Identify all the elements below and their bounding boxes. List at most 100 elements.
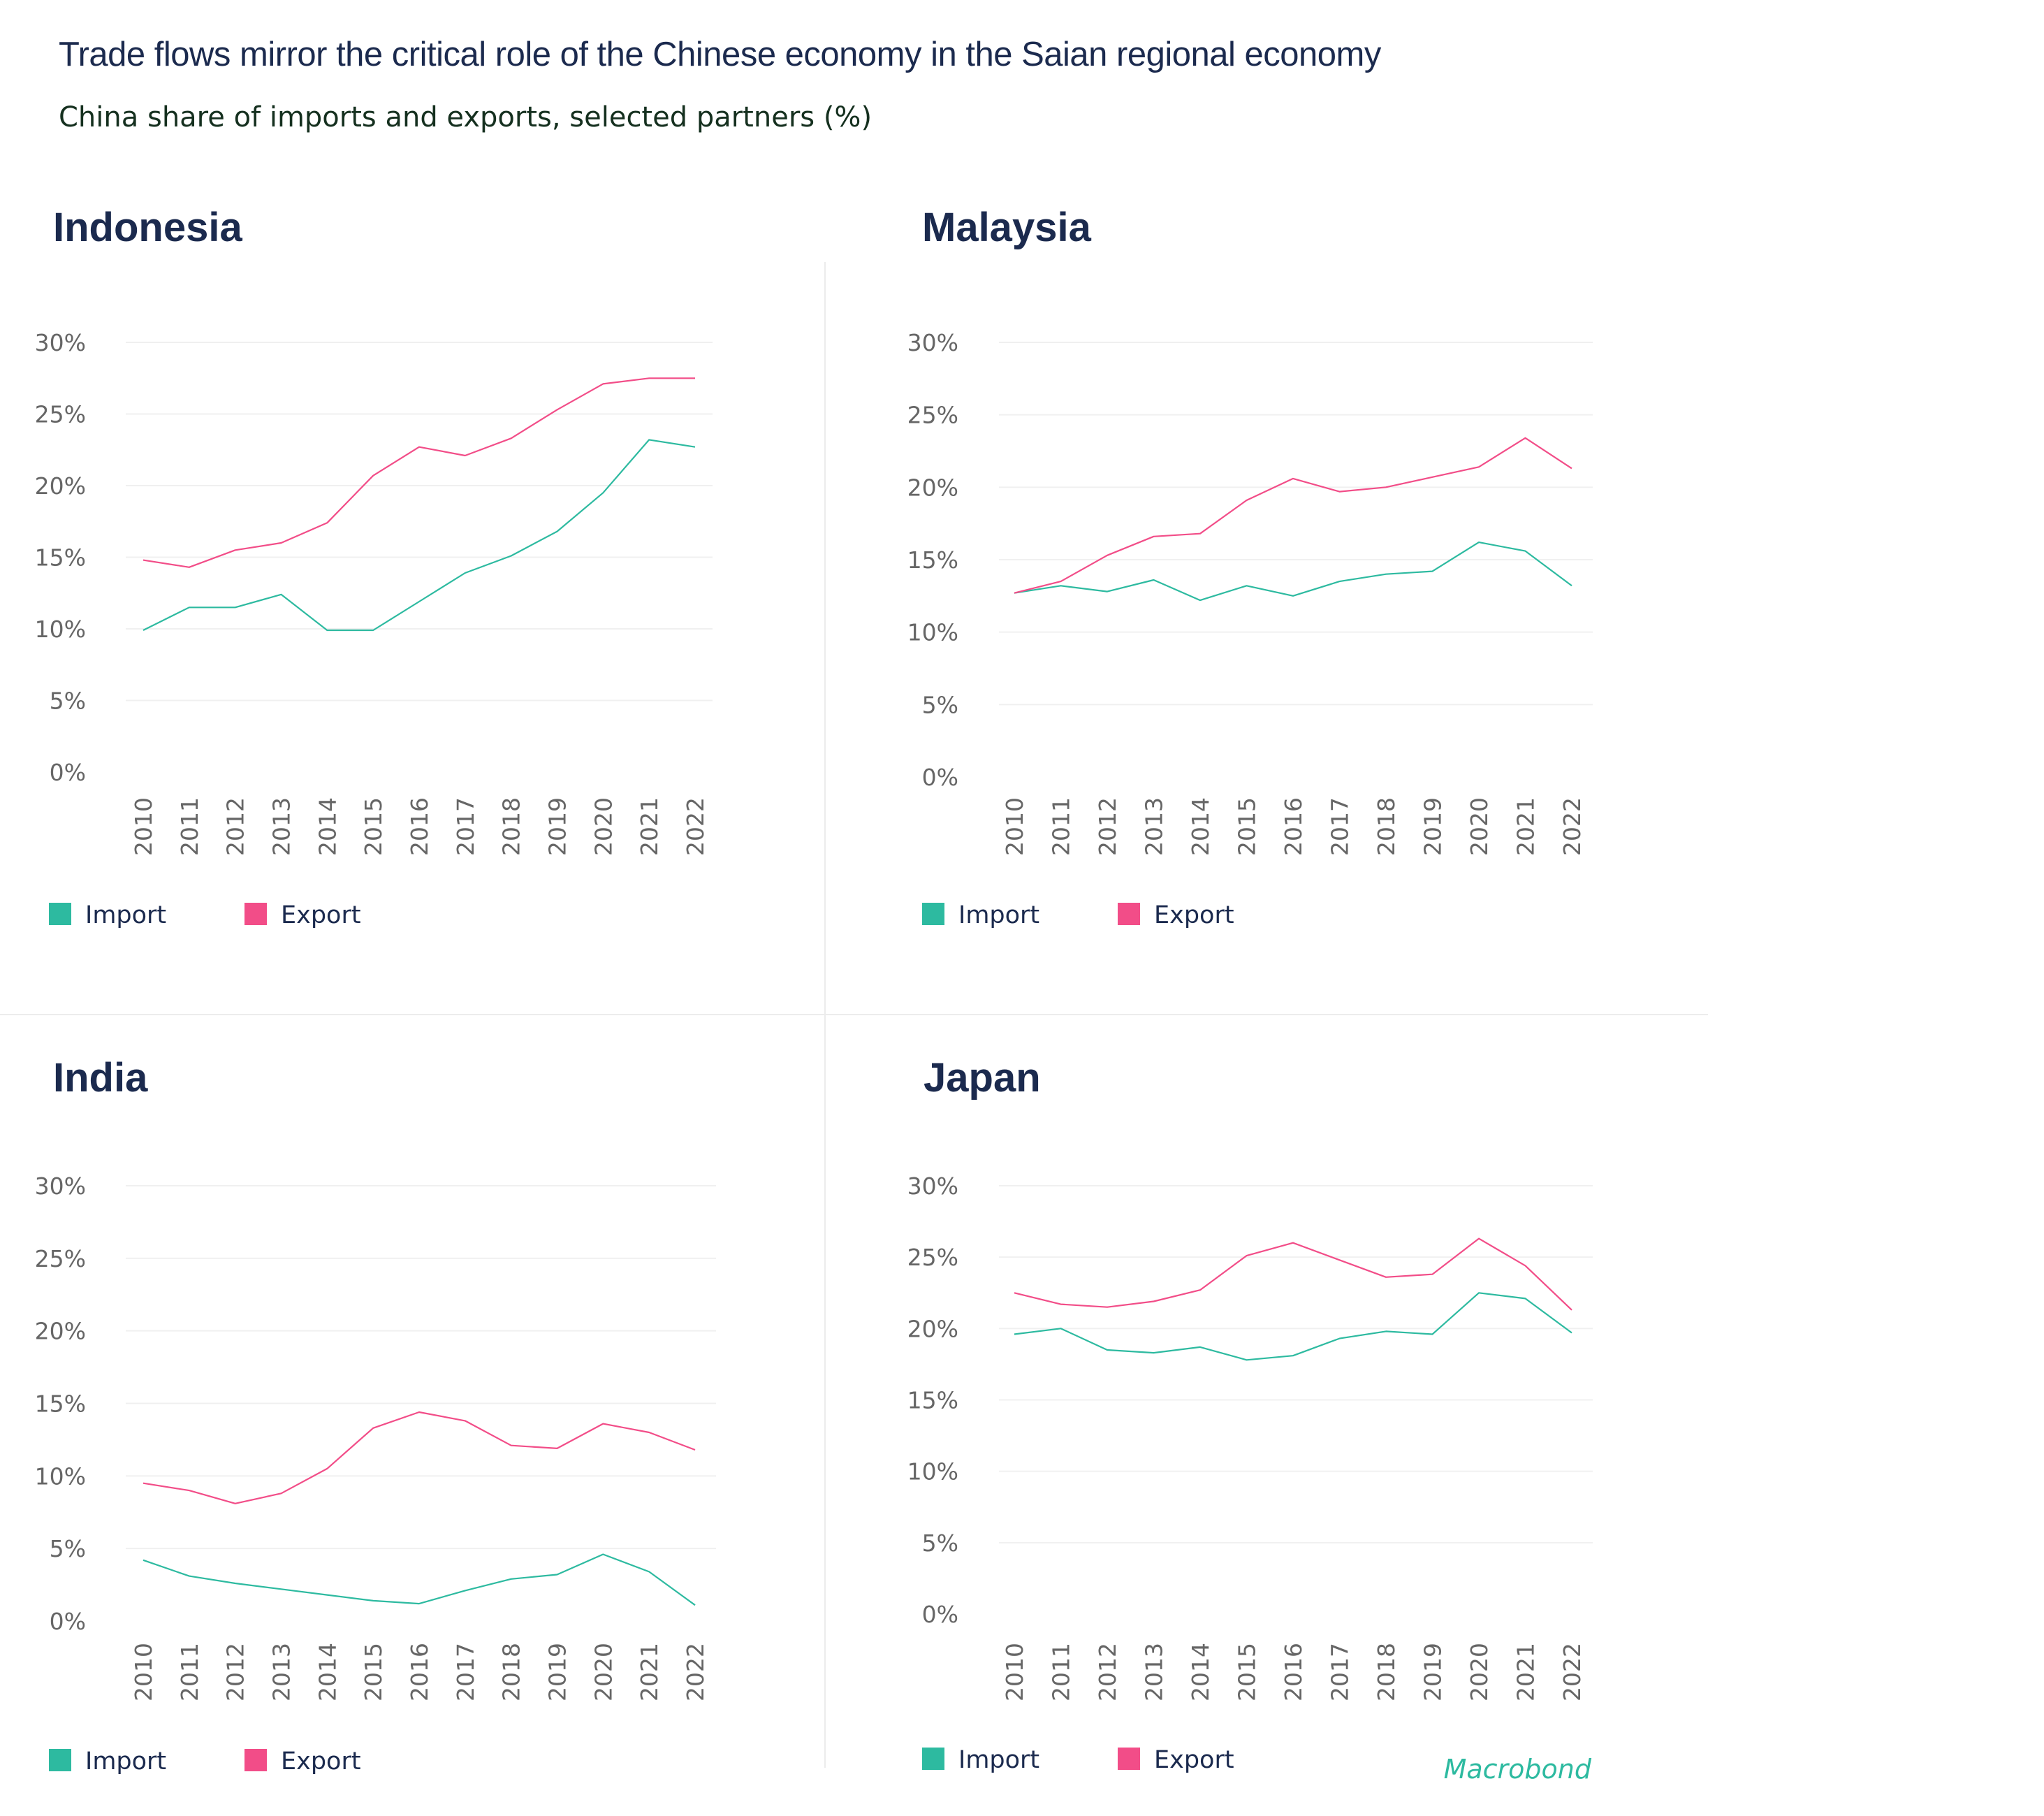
y-tick-label: 15% xyxy=(35,1390,86,1418)
y-tick-label: 25% xyxy=(907,1244,958,1271)
legend-swatch-import xyxy=(49,903,71,925)
y-tick-label: 0% xyxy=(922,1601,958,1628)
y-tick-label: 0% xyxy=(50,759,86,786)
y-tick-label: 15% xyxy=(907,1387,958,1414)
x-tick-label: 2015 xyxy=(360,797,387,856)
x-tick-label: 2014 xyxy=(1187,1643,1214,1701)
x-tick-label: 2015 xyxy=(1234,1643,1261,1701)
y-tick-label: 10% xyxy=(907,619,958,646)
x-tick-label: 2010 xyxy=(130,797,157,856)
y-tick-label: 5% xyxy=(50,1535,86,1562)
legend-label-import: Import xyxy=(958,901,1039,929)
y-tick-label: 25% xyxy=(35,1245,86,1272)
legend-swatch-export xyxy=(244,1749,267,1771)
x-tick-label: 2011 xyxy=(1048,1643,1075,1701)
y-tick-label: 20% xyxy=(907,474,958,501)
x-tick-label: 2016 xyxy=(1280,797,1307,856)
legend-label-import: Import xyxy=(85,1748,166,1775)
x-tick-label: 2016 xyxy=(1280,1643,1307,1701)
x-tick-label: 2012 xyxy=(222,797,249,856)
x-tick-label: 2011 xyxy=(1048,797,1075,856)
x-tick-label: 2013 xyxy=(1141,1643,1168,1701)
y-tick-label: 5% xyxy=(50,688,86,715)
x-tick-label: 2013 xyxy=(1141,797,1168,856)
x-tick-label: 2019 xyxy=(544,797,571,856)
x-tick-label: 2017 xyxy=(1327,797,1354,856)
x-tick-label: 2021 xyxy=(636,797,663,856)
y-tick-label: 0% xyxy=(50,1608,86,1635)
x-tick-label: 2021 xyxy=(636,1643,663,1701)
x-tick-label: 2021 xyxy=(1512,797,1540,856)
y-tick-label: 10% xyxy=(35,616,86,643)
chart-title-india: India xyxy=(53,1055,148,1101)
series-line-import xyxy=(143,439,696,632)
chart-title-indonesia: Indonesia xyxy=(53,205,242,250)
x-tick-label: 2022 xyxy=(1558,1643,1586,1701)
series-line-export xyxy=(1014,1237,1572,1311)
series-line-export xyxy=(143,1411,696,1504)
x-tick-label: 2018 xyxy=(1373,1643,1400,1701)
x-tick-label: 2018 xyxy=(498,1643,525,1701)
x-tick-label: 2019 xyxy=(1419,797,1447,856)
x-tick-label: 2011 xyxy=(176,797,203,856)
legend-label-export: Export xyxy=(1154,1746,1234,1774)
x-tick-label: 2014 xyxy=(314,1643,341,1701)
x-tick-label: 2012 xyxy=(222,1643,249,1701)
legend-swatch-export xyxy=(1118,903,1140,925)
y-tick-label: 20% xyxy=(35,472,86,500)
y-tick-label: 15% xyxy=(907,546,958,574)
y-tick-label: 30% xyxy=(35,1172,86,1200)
x-tick-label: 2015 xyxy=(360,1643,387,1701)
x-tick-label: 2010 xyxy=(1001,797,1028,856)
x-tick-label: 2016 xyxy=(406,797,433,856)
x-tick-label: 2019 xyxy=(1419,1643,1447,1701)
x-tick-label: 2022 xyxy=(682,797,709,856)
y-tick-label: 30% xyxy=(907,1172,958,1200)
x-tick-label: 2019 xyxy=(544,1643,571,1701)
x-tick-label: 2021 xyxy=(1512,1643,1540,1701)
page-subtitle: China share of imports and exports, sele… xyxy=(59,101,873,133)
x-tick-label: 2022 xyxy=(682,1643,709,1701)
chart-title-malaysia: Malaysia xyxy=(922,205,1092,250)
x-tick-label: 2017 xyxy=(1327,1643,1354,1701)
legend-swatch-import xyxy=(49,1749,71,1771)
y-tick-label: 5% xyxy=(922,1530,958,1557)
legend-swatch-export xyxy=(1118,1748,1140,1770)
legend-label-import: Import xyxy=(85,901,166,929)
x-tick-label: 2014 xyxy=(314,797,341,856)
y-tick-label: 5% xyxy=(922,691,958,718)
page-title: Trade flows mirror the critical role of … xyxy=(59,36,1381,73)
y-tick-label: 20% xyxy=(907,1315,958,1342)
y-tick-label: 10% xyxy=(35,1462,86,1490)
y-tick-label: 20% xyxy=(35,1318,86,1345)
chart-title-japan: Japan xyxy=(924,1055,1041,1101)
series-line-export xyxy=(143,377,695,568)
series-line-export xyxy=(1014,437,1572,594)
legend-label-import: Import xyxy=(958,1746,1039,1774)
series-line-import xyxy=(143,1553,696,1606)
y-tick-label: 10% xyxy=(907,1458,958,1486)
legend-swatch-import xyxy=(922,903,944,925)
legend-label-export: Export xyxy=(281,1748,361,1775)
y-tick-label: 0% xyxy=(922,764,958,791)
x-tick-label: 2012 xyxy=(1094,1643,1121,1701)
series-line-import xyxy=(1014,1292,1572,1361)
x-tick-label: 2018 xyxy=(498,797,525,856)
x-tick-label: 2010 xyxy=(130,1643,157,1701)
y-tick-label: 30% xyxy=(35,329,86,356)
x-tick-label: 2018 xyxy=(1373,797,1400,856)
x-tick-label: 2020 xyxy=(1466,797,1493,856)
y-tick-label: 15% xyxy=(35,544,86,572)
x-tick-label: 2010 xyxy=(1001,1643,1028,1701)
x-tick-label: 2020 xyxy=(590,1643,617,1701)
x-tick-label: 2013 xyxy=(268,1643,295,1701)
x-tick-label: 2012 xyxy=(1094,797,1121,856)
x-tick-label: 2017 xyxy=(452,797,479,856)
y-tick-label: 25% xyxy=(907,402,958,429)
legend-swatch-export xyxy=(244,903,267,925)
x-tick-label: 2020 xyxy=(1466,1643,1493,1701)
x-tick-label: 2013 xyxy=(268,797,295,856)
x-tick-label: 2014 xyxy=(1187,797,1214,856)
y-tick-label: 25% xyxy=(35,401,86,428)
x-tick-label: 2016 xyxy=(406,1643,433,1701)
